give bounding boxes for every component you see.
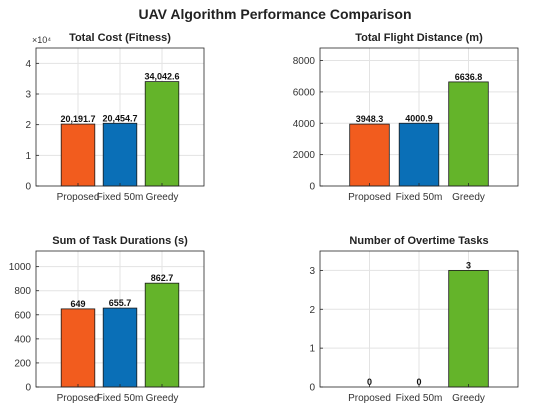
chart-4-data-label-proposed: 0 bbox=[367, 377, 372, 387]
chart-2-ytick-label: 4000 bbox=[293, 119, 316, 130]
chart-4-ytick-label: 3 bbox=[309, 266, 315, 277]
chart-3-xtick-label-greedy: Greedy bbox=[146, 393, 179, 404]
chart-1-bar-greedy bbox=[144, 81, 180, 187]
chart-4-ytick-label: 2 bbox=[309, 305, 315, 316]
chart-3-ytick-label: 400 bbox=[14, 334, 31, 345]
chart-3: 649 655.7 862.7 0 200 400 600 800 1000 ProposedFi… bbox=[9, 235, 205, 404]
chart-4-ytick-label: 1 bbox=[309, 344, 315, 355]
chart-4-data-label-greedy: 3 bbox=[466, 260, 471, 270]
chart-4-xtick-label-greedy: Greedy bbox=[452, 393, 485, 404]
chart-2-bar-greedy bbox=[448, 81, 489, 187]
chart-3-bar-greedy bbox=[144, 282, 180, 388]
chart-2-title: Total Flight Distance (m) bbox=[355, 32, 483, 44]
subplot-grid: 20,191.7 20,454.734,042.601234ProposedFix… bbox=[9, 32, 519, 404]
chart-2-data-label-fixed-50m: 4000.9 bbox=[405, 113, 433, 123]
chart-4-data-label-fixed-50m: 0 bbox=[416, 377, 421, 387]
chart-2-bar-fixed-50m bbox=[398, 122, 440, 187]
chart-1-ytick-label: 1 bbox=[25, 151, 31, 162]
chart-1-bar-proposed bbox=[60, 123, 96, 187]
chart-1-title: Total Cost (Fitness) bbox=[69, 32, 171, 44]
chart-1-bar-fixed-50m bbox=[102, 122, 138, 187]
chart-4: 0 0 3 0 1 2 3 Proposed Fixed 50m Greedy Number of … bbox=[309, 235, 519, 404]
chart-1-data-label-greedy: 34,042.6 bbox=[144, 72, 179, 82]
chart-2-ytick-label: 6000 bbox=[293, 87, 316, 98]
chart-2-data-label-greedy: 6636.8 bbox=[455, 72, 483, 82]
chart-2-ytick-label: 2000 bbox=[293, 150, 316, 161]
chart-3-ytick-label: 1000 bbox=[9, 262, 32, 273]
chart-3-ytick-label: 0 bbox=[25, 383, 31, 394]
chart-4-title: Number of Overtime Tasks bbox=[349, 235, 488, 247]
chart-1-ytick-label: 4 bbox=[25, 59, 31, 70]
chart-2-xtick-label-proposed: Proposed bbox=[348, 192, 391, 203]
chart-4-xtick-label-fixed-50m: Fixed 50m bbox=[396, 393, 443, 404]
chart-4-ytick-label: 0 bbox=[309, 383, 315, 394]
chart-3-data-label-fixed-50m: 655.7 bbox=[109, 298, 132, 308]
chart-3-data-label-greedy: 862.7 bbox=[151, 273, 174, 283]
chart-1-xtick-label-proposed: Proposed bbox=[57, 192, 100, 203]
chart-3-ytick-label: 600 bbox=[14, 310, 31, 321]
chart-1-y-exponent: ×10⁴ bbox=[32, 35, 51, 45]
chart-2-xtick-label-greedy: Greedy bbox=[452, 192, 485, 203]
chart-1-ytick-label: 2 bbox=[25, 120, 31, 131]
chart-1-xtick-label-greedy: Greedy bbox=[146, 192, 179, 203]
chart-1-xtick-label-fixed-50m: Fixed 50m bbox=[97, 192, 144, 203]
chart-1-ytick-label: 3 bbox=[25, 90, 31, 101]
chart-1-data-label-fixed-50m: 20,454.7 bbox=[102, 113, 137, 123]
chart-3-ytick-label: 200 bbox=[14, 358, 31, 369]
chart-3-xtick-label-proposed: Proposed bbox=[57, 393, 100, 404]
chart-3-xtick-label-fixed-50m: Fixed 50m bbox=[97, 393, 144, 404]
chart-3-ytick-label: 800 bbox=[14, 286, 31, 297]
chart-2-ytick-label: 8000 bbox=[293, 56, 316, 67]
chart-1: 20,191.7 20,454.7 34,042.6 0 1 2 3 4 ProposedFix… bbox=[25, 32, 205, 203]
chart-3-data-label-proposed: 649 bbox=[70, 299, 85, 309]
figure-title: UAV Algorithm Performance Comparison bbox=[138, 6, 411, 22]
chart-4-bar-greedy bbox=[448, 270, 489, 388]
chart-1-ytick-label: 0 bbox=[25, 182, 31, 193]
chart-3-bar-fixed-50m bbox=[102, 307, 138, 388]
chart-3-title: Sum of Task Durations (s) bbox=[52, 235, 188, 247]
chart-1-data-label-proposed: 20,191.7 bbox=[60, 114, 95, 124]
chart-2-data-label-proposed: 3948.3 bbox=[356, 114, 384, 124]
chart-2-ytick-label: 0 bbox=[309, 182, 315, 193]
chart-3-bar-proposed bbox=[60, 308, 96, 388]
chart-4-xtick-label-proposed: Proposed bbox=[348, 393, 391, 404]
chart-2-bar-proposed bbox=[349, 123, 390, 187]
chart-2-xtick-label-fixed-50m: Fixed 50m bbox=[396, 192, 443, 203]
chart-2: 3948.3 4000.9 6636.8 0 2000 4000 6000 8000 Propo… bbox=[293, 32, 519, 203]
